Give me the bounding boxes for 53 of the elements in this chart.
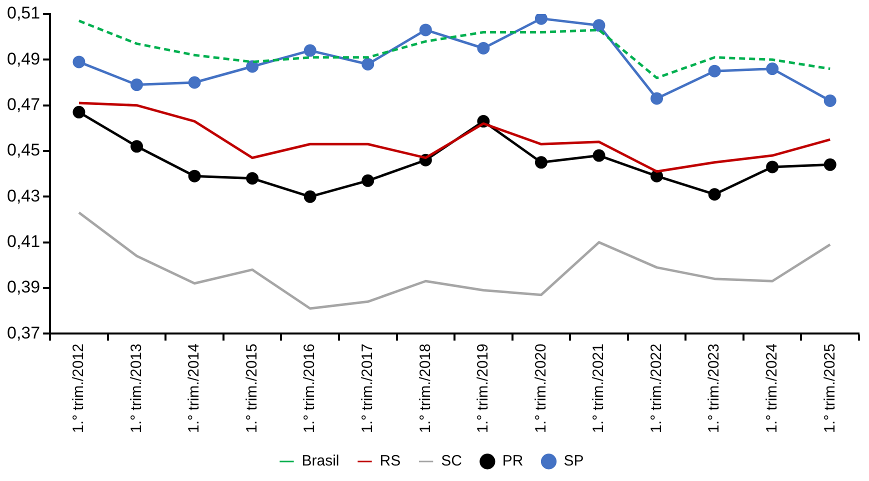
point xyxy=(72,56,86,68)
x-tick-label: 1.° trim./2020 xyxy=(532,344,550,434)
y-tick-label: 0,43 xyxy=(6,186,40,206)
point xyxy=(534,14,548,25)
point xyxy=(304,44,316,57)
point xyxy=(188,170,201,182)
y-tick-label: 0,37 xyxy=(6,323,40,342)
legend-label: RS xyxy=(380,452,401,470)
point xyxy=(72,106,86,118)
x-tick-label: 1.° trim./2022 xyxy=(648,344,665,434)
y-tick-label: 0,51 xyxy=(6,4,40,23)
y-tick-label: 0,41 xyxy=(6,232,40,251)
legend-label: SC xyxy=(441,452,462,470)
point xyxy=(708,188,721,201)
x-tick-label: 1.° trim./2021 xyxy=(590,344,608,434)
legend-label: SP xyxy=(564,452,584,470)
y-tick-label: 0,39 xyxy=(6,278,40,297)
point xyxy=(824,94,836,108)
x-tick-label: 1.° trim./2019 xyxy=(474,344,492,434)
point xyxy=(708,64,721,78)
point xyxy=(246,60,259,73)
x-tick-label: 1.° trim./2025 xyxy=(821,344,838,434)
y-tick-label: 0,49 xyxy=(6,49,40,68)
point xyxy=(362,174,374,187)
legend-label: PR xyxy=(502,452,524,470)
point xyxy=(130,78,144,92)
legend-label: Brasil xyxy=(302,452,340,470)
x-tick-label: 1.° trim./2017 xyxy=(359,344,376,434)
x-tick-label: 1.° trim./2024 xyxy=(763,344,780,434)
point xyxy=(592,19,606,32)
point xyxy=(304,190,316,203)
point xyxy=(824,158,836,171)
x-tick-label: 1.° trim./2012 xyxy=(70,344,88,434)
point xyxy=(130,140,144,153)
point xyxy=(419,24,432,36)
point xyxy=(246,172,259,185)
x-tick-label: 1.° trim./2014 xyxy=(186,344,203,434)
point xyxy=(188,76,201,89)
point xyxy=(362,58,374,70)
x-tick-label: 1.° trim./2018 xyxy=(416,344,434,434)
point xyxy=(766,62,779,76)
x-tick-label: 1.° trim./2013 xyxy=(128,344,145,434)
x-tick-label: 1.° trim./2023 xyxy=(706,344,723,434)
point xyxy=(477,42,490,54)
x-tick-label: 1.° trim./2015 xyxy=(243,344,260,434)
point xyxy=(766,160,779,174)
line-series xyxy=(78,20,832,80)
point xyxy=(650,92,664,105)
point xyxy=(534,156,548,169)
x-tick-label: 1.° trim./2016 xyxy=(301,344,318,434)
point xyxy=(592,149,606,162)
y-tick-label: 0,45 xyxy=(6,140,40,160)
y-tick-label: 0,47 xyxy=(6,95,40,114)
